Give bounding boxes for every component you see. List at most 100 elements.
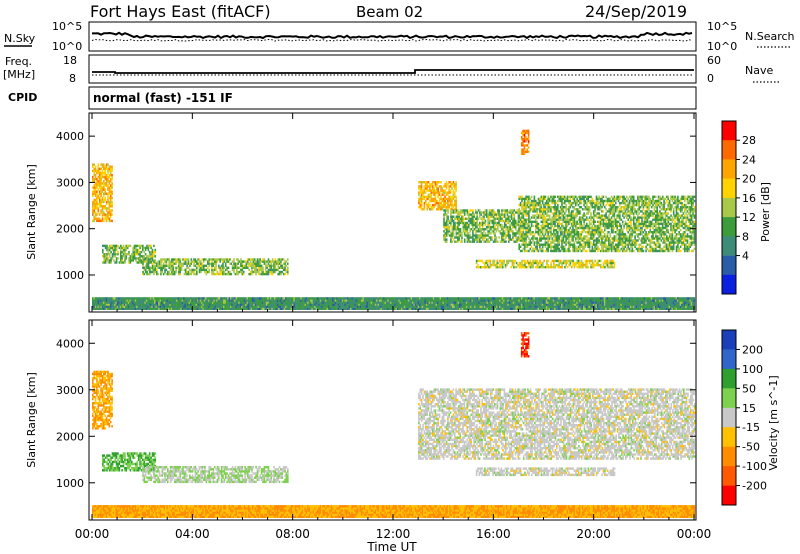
power-cell	[107, 261, 110, 264]
power-cell	[248, 268, 250, 272]
power-cell	[648, 199, 650, 203]
beam-title: Beam 02	[356, 3, 423, 21]
power-cell	[525, 220, 527, 223]
power-cell	[561, 239, 563, 242]
power-cell	[620, 195, 623, 198]
power-cell	[249, 262, 252, 265]
power-cell	[523, 208, 526, 211]
power-cell	[565, 203, 567, 207]
power-cell	[455, 183, 457, 186]
power-cell	[110, 250, 112, 254]
power-cell	[630, 249, 632, 253]
power-cell	[472, 236, 474, 239]
power-cell	[639, 249, 642, 253]
power-cell	[519, 261, 522, 265]
power-cell	[552, 235, 555, 238]
power-cell	[133, 244, 136, 248]
power-cell	[599, 228, 602, 232]
power-cell	[591, 199, 594, 203]
power-cell	[575, 233, 577, 236]
power-cell	[649, 201, 652, 205]
power-cell	[142, 255, 144, 258]
power-cell	[516, 211, 518, 214]
power-cell	[93, 219, 95, 223]
power-cell	[577, 263, 580, 267]
power-cell	[572, 222, 574, 226]
power-cell	[508, 236, 510, 239]
power-cell	[444, 213, 447, 216]
power-cell	[540, 214, 543, 217]
power-cell	[171, 258, 173, 261]
power-cell	[540, 235, 543, 238]
power-cell	[452, 197, 455, 201]
power-cell	[277, 268, 279, 272]
power-cell	[612, 201, 614, 205]
power-cell	[656, 218, 658, 221]
power-cell	[237, 258, 239, 261]
power-cell	[672, 214, 675, 217]
power-cell	[595, 263, 598, 267]
power-cell	[520, 135, 523, 139]
power-cell	[458, 213, 460, 216]
power-cell	[238, 266, 241, 269]
power-cell	[664, 210, 667, 213]
power-cell	[518, 228, 520, 232]
power-cell	[522, 226, 525, 230]
power-cell	[92, 207, 94, 210]
power-cell	[613, 263, 616, 267]
power-cell	[634, 231, 636, 234]
power-cell	[631, 208, 634, 211]
power-cell	[561, 195, 563, 198]
power-cell	[241, 264, 244, 267]
power-cell	[663, 201, 665, 205]
power-cell	[167, 270, 169, 274]
power-cell	[462, 209, 465, 212]
power-cell	[198, 262, 201, 265]
power-cell	[638, 228, 640, 232]
power-cell	[510, 228, 513, 231]
power-cell	[568, 201, 570, 205]
power-cell	[443, 236, 445, 239]
power-cell	[592, 241, 595, 244]
power-cell	[587, 210, 589, 213]
power-cell	[562, 259, 565, 263]
power-cell	[638, 199, 640, 203]
power-cell	[497, 213, 499, 216]
power-cell	[103, 205, 105, 208]
power-cell	[686, 228, 689, 232]
power-cell	[550, 247, 552, 251]
power-cell	[433, 191, 435, 194]
power-cell	[642, 235, 645, 238]
power-cell	[108, 165, 111, 168]
power-cell	[672, 237, 675, 240]
power-cell	[251, 266, 253, 269]
power-cell	[577, 247, 580, 251]
power-cell	[547, 224, 549, 228]
power-cell	[630, 226, 632, 230]
power-cell	[94, 217, 97, 220]
power-cell	[425, 183, 427, 186]
power-cell	[577, 203, 580, 207]
power-cell	[259, 264, 261, 267]
power-cell	[506, 211, 509, 214]
power-cell	[667, 231, 669, 234]
power-cell	[115, 253, 118, 256]
power-cell	[480, 230, 482, 233]
power-cell	[546, 218, 548, 221]
power-cell	[115, 303, 118, 306]
power-cell	[621, 245, 624, 248]
power-cell	[422, 181, 424, 184]
power-cell	[675, 203, 678, 207]
power-cell	[544, 237, 547, 240]
power-cell	[559, 245, 562, 248]
power-cell	[121, 261, 123, 264]
power-cell	[223, 258, 226, 261]
power-cell	[94, 299, 97, 302]
power-cell	[490, 232, 492, 235]
power-cell	[599, 226, 602, 230]
power-cell	[444, 197, 446, 201]
power-cell	[97, 180, 100, 183]
power-cell	[504, 266, 507, 269]
power-cell	[609, 212, 612, 215]
power-cell	[115, 299, 118, 302]
